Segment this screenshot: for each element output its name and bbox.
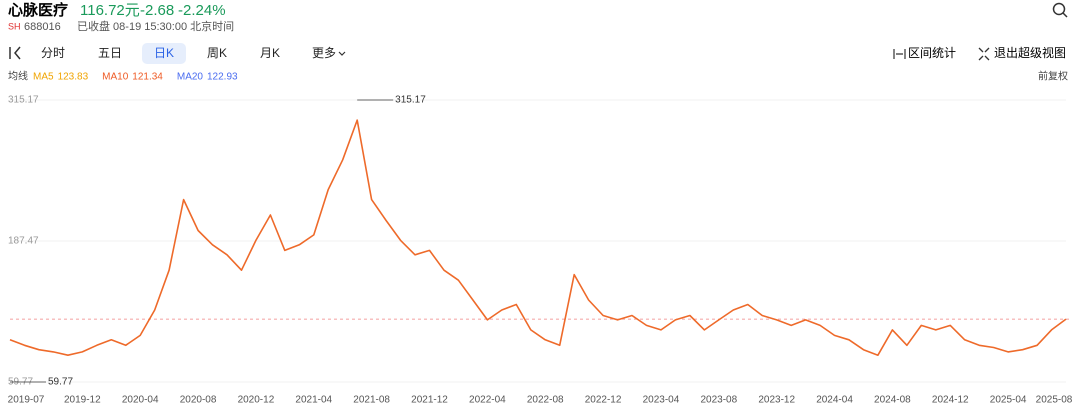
tool-exit[interactable]: 退出超级视图: [994, 45, 1066, 60]
exit-icon: [978, 47, 990, 61]
x-tick-label: 2021-08: [353, 395, 390, 406]
change-pct: -2.24%: [178, 2, 226, 19]
tab-highlight: [142, 43, 186, 64]
x-tick-label: 2022-04: [469, 395, 506, 406]
ma-value: 121.34: [132, 72, 163, 83]
code: 688016: [24, 21, 61, 33]
tab[interactable]: 分时: [41, 46, 65, 60]
x-tick-label: 2023-12: [758, 395, 795, 406]
x-tick-label: 2023-08: [700, 395, 737, 406]
x-tick-label: 2020-12: [238, 395, 275, 406]
x-tick-label: 2023-04: [643, 395, 680, 406]
y-tick-label: 187.47: [8, 236, 39, 247]
ma-value: 122.93: [207, 72, 238, 83]
x-tick-label: 2019-07: [8, 395, 45, 406]
status: 已收盘 08-19 15:30:00 北京时间: [77, 19, 234, 33]
adjust[interactable]: 前复权: [1038, 70, 1068, 83]
x-tick-label: 2020-04: [122, 395, 159, 406]
price: 116.72元: [80, 2, 140, 19]
stock-name: 心脉医疗: [8, 1, 68, 19]
x-tick-label: 2020-08: [180, 395, 217, 406]
ma-name: MA20: [177, 72, 204, 83]
price-line: [9, 119, 1067, 356]
dropdown-arrow: [338, 51, 346, 56]
tab[interactable]: 月K: [260, 46, 280, 60]
x-tick-label: 2021-04: [295, 395, 332, 406]
market: SH: [8, 21, 21, 31]
ma-value: 123.83: [58, 72, 89, 83]
x-tick-label: 2024-12: [932, 395, 969, 406]
max-label: 315.17: [395, 95, 426, 106]
x-tick-label: 2019-12: [64, 395, 101, 406]
x-tick-label: 2025-08: [1036, 395, 1073, 406]
min-label: 59.77: [48, 377, 73, 388]
tab[interactable]: 五日: [98, 46, 122, 60]
y-tick-label: 315.17: [8, 95, 39, 106]
tab[interactable]: 更多: [312, 46, 336, 60]
indicator-label: 均线: [8, 70, 28, 83]
x-tick-label: 2022-12: [585, 395, 622, 406]
x-tick-label: 2021-12: [411, 395, 448, 406]
x-tick-label: 2025-04: [990, 395, 1027, 406]
x-tick-label: 2022-08: [527, 395, 564, 406]
range-icon: [893, 49, 906, 59]
collapse-icon[interactable]: [9, 46, 21, 60]
x-tick-label: 2024-08: [874, 395, 911, 406]
search-icon[interactable]: [1052, 2, 1068, 18]
change: -2.68: [140, 2, 174, 19]
ma-name: MA5: [33, 72, 54, 83]
tab[interactable]: 日K: [154, 46, 174, 60]
ma-name: MA10: [102, 72, 129, 83]
tab[interactable]: 周K: [207, 46, 227, 60]
x-tick-label: 2024-04: [816, 395, 853, 406]
tool-range[interactable]: 区间统计: [908, 46, 956, 60]
